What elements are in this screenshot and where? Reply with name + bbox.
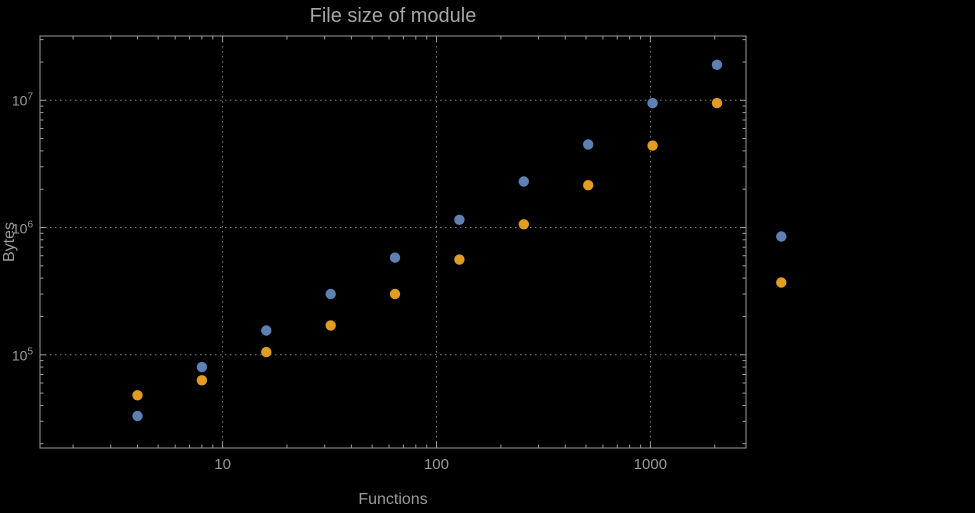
y-tick-exponent: 7: [27, 91, 33, 103]
x-tick-label-100: 100: [423, 456, 449, 473]
y-tick-base: 10: [11, 347, 28, 364]
data-point-series-1: [132, 410, 143, 422]
data-point-series-2: [325, 320, 336, 331]
y-tick-base: 10: [11, 219, 28, 236]
data-point-series-1: [261, 325, 272, 336]
y-tick-label-1e5: 105: [12, 346, 33, 363]
x-axis-label: Functions: [358, 491, 428, 508]
data-point-series-1: [776, 231, 787, 242]
data-point-series-1: [518, 176, 529, 187]
y-tick-label-1e6: 106: [12, 219, 33, 236]
y-tick-base: 10: [11, 92, 28, 109]
y-tick-exponent: 5: [27, 346, 33, 358]
data-point-series-2: [196, 375, 208, 386]
data-point-series-1: [647, 97, 658, 109]
data-point-series-1: [196, 361, 208, 373]
y-axis-label: Bytes: [1, 221, 18, 263]
data-point-series-1: [711, 59, 723, 70]
data-point-series-2: [518, 219, 529, 230]
data-point-series-2: [261, 346, 272, 358]
data-point-series-1: [454, 214, 465, 225]
data-point-series-1: [583, 139, 594, 150]
y-tick-label-1e7: 107: [12, 92, 33, 109]
data-point-series-2: [711, 97, 723, 109]
data-point-series-1: [389, 252, 401, 263]
data-point-series-2: [776, 277, 787, 288]
data-point-series-2: [132, 390, 143, 401]
data-point-series-2: [454, 254, 465, 265]
y-tick-exponent: 6: [27, 219, 33, 231]
x-tick-label-1000: 1000: [633, 456, 668, 473]
x-tick-label-10: 10: [214, 456, 231, 473]
plot-frame: [39, 35, 747, 449]
data-point-series-2: [583, 180, 594, 191]
chart-title: File size of module: [309, 5, 477, 27]
data-point-series-1: [325, 288, 336, 300]
data-point-series-2: [647, 140, 658, 151]
data-point-series-2: [389, 288, 401, 300]
